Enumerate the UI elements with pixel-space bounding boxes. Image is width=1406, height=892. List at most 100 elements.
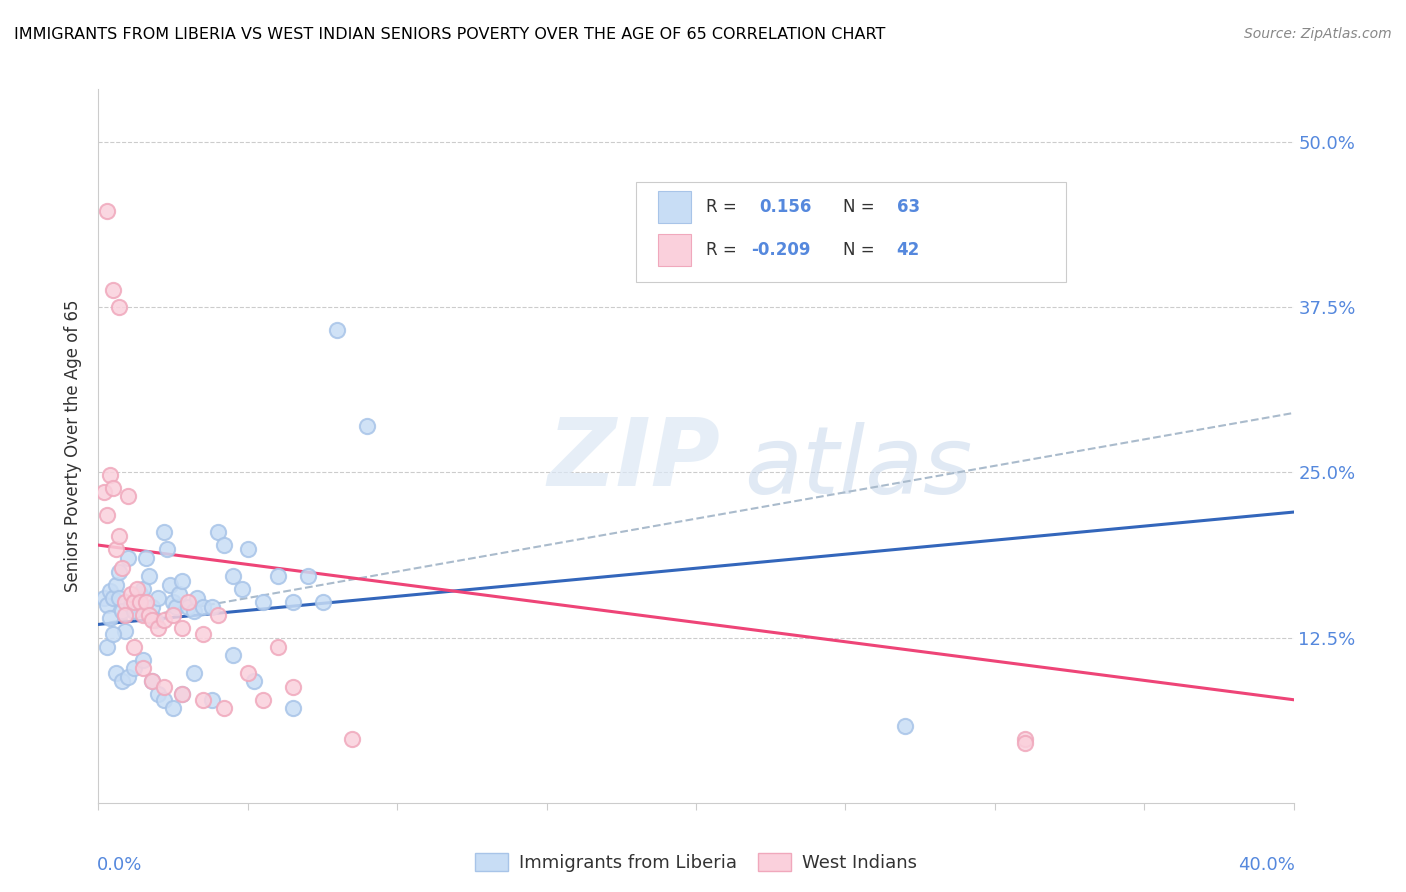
Point [96,508,118,522]
Point [191,600,214,615]
Legend: Immigrants from Liberia, West Indians: Immigrants from Liberia, West Indians [468,846,924,880]
Point [326,323,349,337]
Point [1014,732,1036,747]
Point [93,485,115,500]
Point [236,666,259,681]
Point [103,481,125,495]
Point [111,560,134,574]
Point [252,692,274,706]
Point [172,688,194,702]
Point [267,640,290,654]
Text: 42: 42 [897,241,920,259]
Point [129,595,152,609]
Point [132,653,155,667]
Point [96,598,118,612]
Point [124,640,146,654]
Point [167,587,190,601]
Point [105,666,128,681]
Point [267,568,290,582]
Text: 40.0%: 40.0% [1237,856,1295,874]
Point [252,595,274,609]
Point [153,692,176,706]
Point [186,591,208,605]
Point [159,578,181,592]
Point [177,600,200,615]
Point [138,608,160,623]
Point [141,674,163,689]
Point [222,568,245,582]
Point [162,608,184,623]
FancyBboxPatch shape [658,191,692,223]
Point [96,640,118,654]
Point [135,551,157,566]
Text: 0.156: 0.156 [759,198,811,216]
FancyBboxPatch shape [658,234,692,266]
Point [141,674,163,689]
Point [156,542,179,557]
Point [207,524,229,539]
Point [129,587,152,601]
Point [114,624,136,638]
Point [124,604,146,618]
Point [127,582,149,596]
Text: R =: R = [706,241,741,259]
Point [111,604,134,618]
Point [281,700,304,714]
Text: N =: N = [844,198,880,216]
Point [183,604,205,618]
Point [120,587,142,601]
Point [243,674,266,689]
Text: -0.209: -0.209 [751,241,810,259]
Point [153,524,176,539]
Point [127,591,149,605]
Point [172,574,194,588]
Point [108,591,131,605]
Point [162,595,184,609]
Point [212,700,235,714]
Point [201,600,224,615]
Point [132,661,155,675]
Point [143,614,166,628]
Point [108,300,131,314]
Point [356,419,378,434]
Point [148,621,170,635]
Point [297,568,319,582]
Point [100,468,122,483]
Text: IMMIGRANTS FROM LIBERIA VS WEST INDIAN SENIORS POVERTY OVER THE AGE OF 65 CORREL: IMMIGRANTS FROM LIBERIA VS WEST INDIAN S… [14,27,886,42]
Point [177,595,200,609]
Text: 0.0%: 0.0% [97,856,142,874]
Point [108,529,131,543]
Point [222,648,245,662]
Point [236,542,259,557]
Point [132,582,155,596]
Text: R =: R = [706,198,741,216]
Text: Source: ZipAtlas.com: Source: ZipAtlas.com [1244,27,1392,41]
Text: ZIP: ZIP [547,414,720,507]
Point [114,595,136,609]
Text: 63: 63 [897,198,920,216]
Point [153,680,176,694]
Point [124,661,146,675]
Point [108,565,131,579]
Text: N =: N = [844,241,880,259]
Point [191,626,214,640]
Point [100,584,122,599]
FancyBboxPatch shape [637,182,1067,282]
Point [281,595,304,609]
Point [141,600,163,615]
Point [165,600,187,615]
Point [138,568,160,582]
Point [1014,736,1036,750]
Point [281,680,304,694]
Point [103,591,125,605]
Point [207,608,229,623]
Point [342,732,364,747]
Point [212,538,235,552]
Point [191,692,214,706]
Point [117,551,139,566]
Point [148,688,170,702]
Point [103,626,125,640]
Point [100,611,122,625]
Text: atlas: atlas [744,422,972,513]
Point [117,489,139,503]
